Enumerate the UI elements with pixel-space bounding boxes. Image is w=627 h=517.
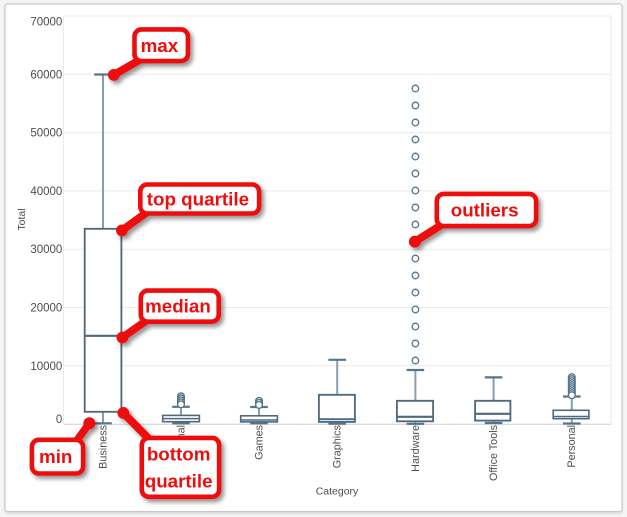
svg-text:0: 0 [56,414,62,426]
svg-text:Total: Total [16,208,28,230]
svg-text:Office Tools: Office Tools [488,424,500,481]
svg-text:max: max [141,35,179,56]
svg-text:top quartile: top quartile [147,189,249,210]
svg-text:40000: 40000 [30,186,62,198]
svg-text:20000: 20000 [30,303,62,315]
svg-text:Hardware: Hardware [410,425,422,472]
svg-text:min: min [39,446,72,467]
svg-text:Personal: Personal [566,425,578,468]
svg-text:30000: 30000 [30,244,62,256]
svg-text:Games: Games [253,424,265,459]
svg-text:median: median [145,296,211,317]
svg-text:Category: Category [316,486,359,498]
svg-text:70000: 70000 [30,16,62,28]
svg-text:10000: 10000 [30,361,62,373]
svg-text:Graphics: Graphics [332,424,344,468]
svg-text:outliers: outliers [451,200,519,221]
svg-text:Business: Business [97,424,109,468]
svg-text:bottom: bottom [147,443,211,464]
svg-text:60000: 60000 [30,69,62,81]
svg-text:50000: 50000 [30,128,62,140]
svg-text:quartile: quartile [145,470,213,491]
